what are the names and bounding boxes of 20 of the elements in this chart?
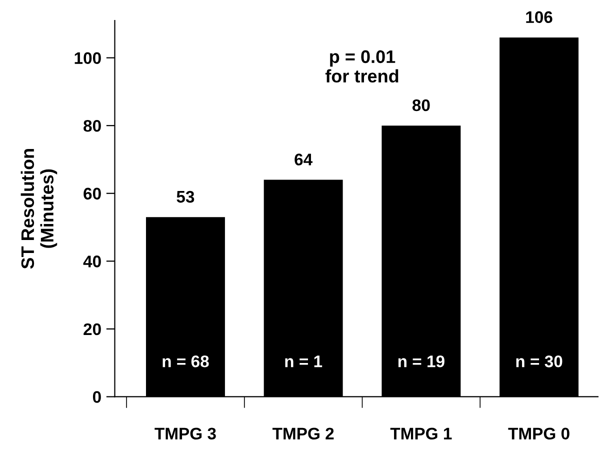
y-tick-label: 100 <box>74 52 101 64</box>
annotation: n = 30 <box>516 356 562 368</box>
data-label: 53 <box>176 190 194 203</box>
data-label: 80 <box>412 99 430 112</box>
y-tick-label: 0 <box>92 391 101 403</box>
y-tick-label: 20 <box>84 323 101 336</box>
data-label: 106 <box>526 11 552 24</box>
annotation: n = 19 <box>398 356 444 368</box>
y-tick-label: 80 <box>84 120 101 132</box>
x-tick-label: TMPG 3 <box>154 428 216 440</box>
y-tick-label: 60 <box>84 188 101 200</box>
annotation: n = 1 <box>285 356 322 368</box>
x-tick-label: TMPG 1 <box>390 428 452 440</box>
annotation: p = 0.01 for trend <box>325 50 398 83</box>
y-axis-title: ST Resolution (Minutes) <box>20 149 58 269</box>
x-tick-label: TMPG 2 <box>272 428 334 440</box>
data-label: 64 <box>294 154 313 166</box>
y-tick-label: 40 <box>83 256 101 268</box>
annotation: n = 68 <box>162 356 209 368</box>
x-tick-label: TMPG 0 <box>508 428 570 440</box>
